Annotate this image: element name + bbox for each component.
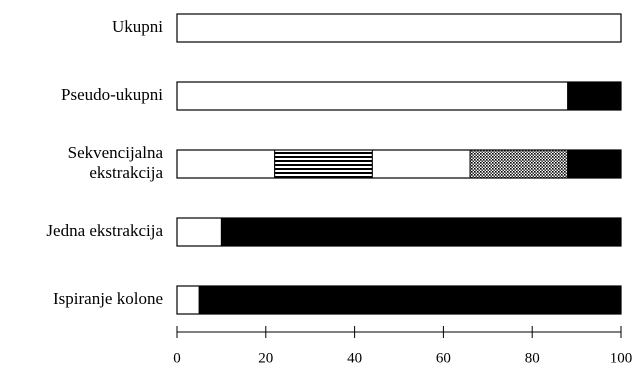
x-tick-label-3: 60 [436, 350, 451, 366]
bar-segment-1-1 [567, 81, 622, 111]
bar-outline-0 [176, 13, 622, 43]
bar-segment-2-3 [469, 149, 569, 179]
category-label-1-0: Pseudo-ukupni [61, 85, 163, 104]
bar-segment-3-0 [176, 217, 222, 247]
category-labels: Ukupni Pseudo-ukupni Sekvencijalnaekstrakc… [46, 17, 163, 308]
bar-segment-2-0 [176, 149, 276, 179]
bar-outline-1 [176, 81, 622, 111]
category-label-2-1: ekstrakcija [89, 163, 163, 182]
x-axis: 0 20 40 60 80 100 [173, 326, 632, 366]
bar-segment-3-1 [220, 217, 622, 247]
x-tick-label-1: 20 [258, 350, 273, 366]
bar-segment-4-0 [176, 285, 200, 315]
bar-segment-0-0 [176, 13, 622, 43]
bar-outline-4 [176, 285, 622, 315]
bar-segment-1-0 [176, 81, 569, 111]
x-tick-label-0: 0 [173, 350, 181, 366]
bar-segment-2-2 [371, 149, 471, 179]
bar-outline-3 [176, 217, 622, 247]
category-label-4-0: Ispiranje kolone [53, 289, 163, 308]
bars-layer [176, 13, 622, 315]
x-tick-label-5: 100 [610, 350, 632, 366]
bar-outline-2 [176, 149, 622, 179]
category-label-3-0: Jedna ekstrakcija [46, 221, 163, 240]
category-label-0-0: Ukupni [112, 17, 163, 36]
x-tick-label-4: 80 [525, 350, 540, 366]
category-label-2-0: Sekvencijalna [68, 143, 164, 162]
bar-segment-2-1 [274, 149, 373, 179]
x-tick-label-2: 40 [347, 350, 362, 366]
bar-segment-2-4 [567, 149, 622, 179]
bar-segment-4-1 [198, 285, 622, 315]
